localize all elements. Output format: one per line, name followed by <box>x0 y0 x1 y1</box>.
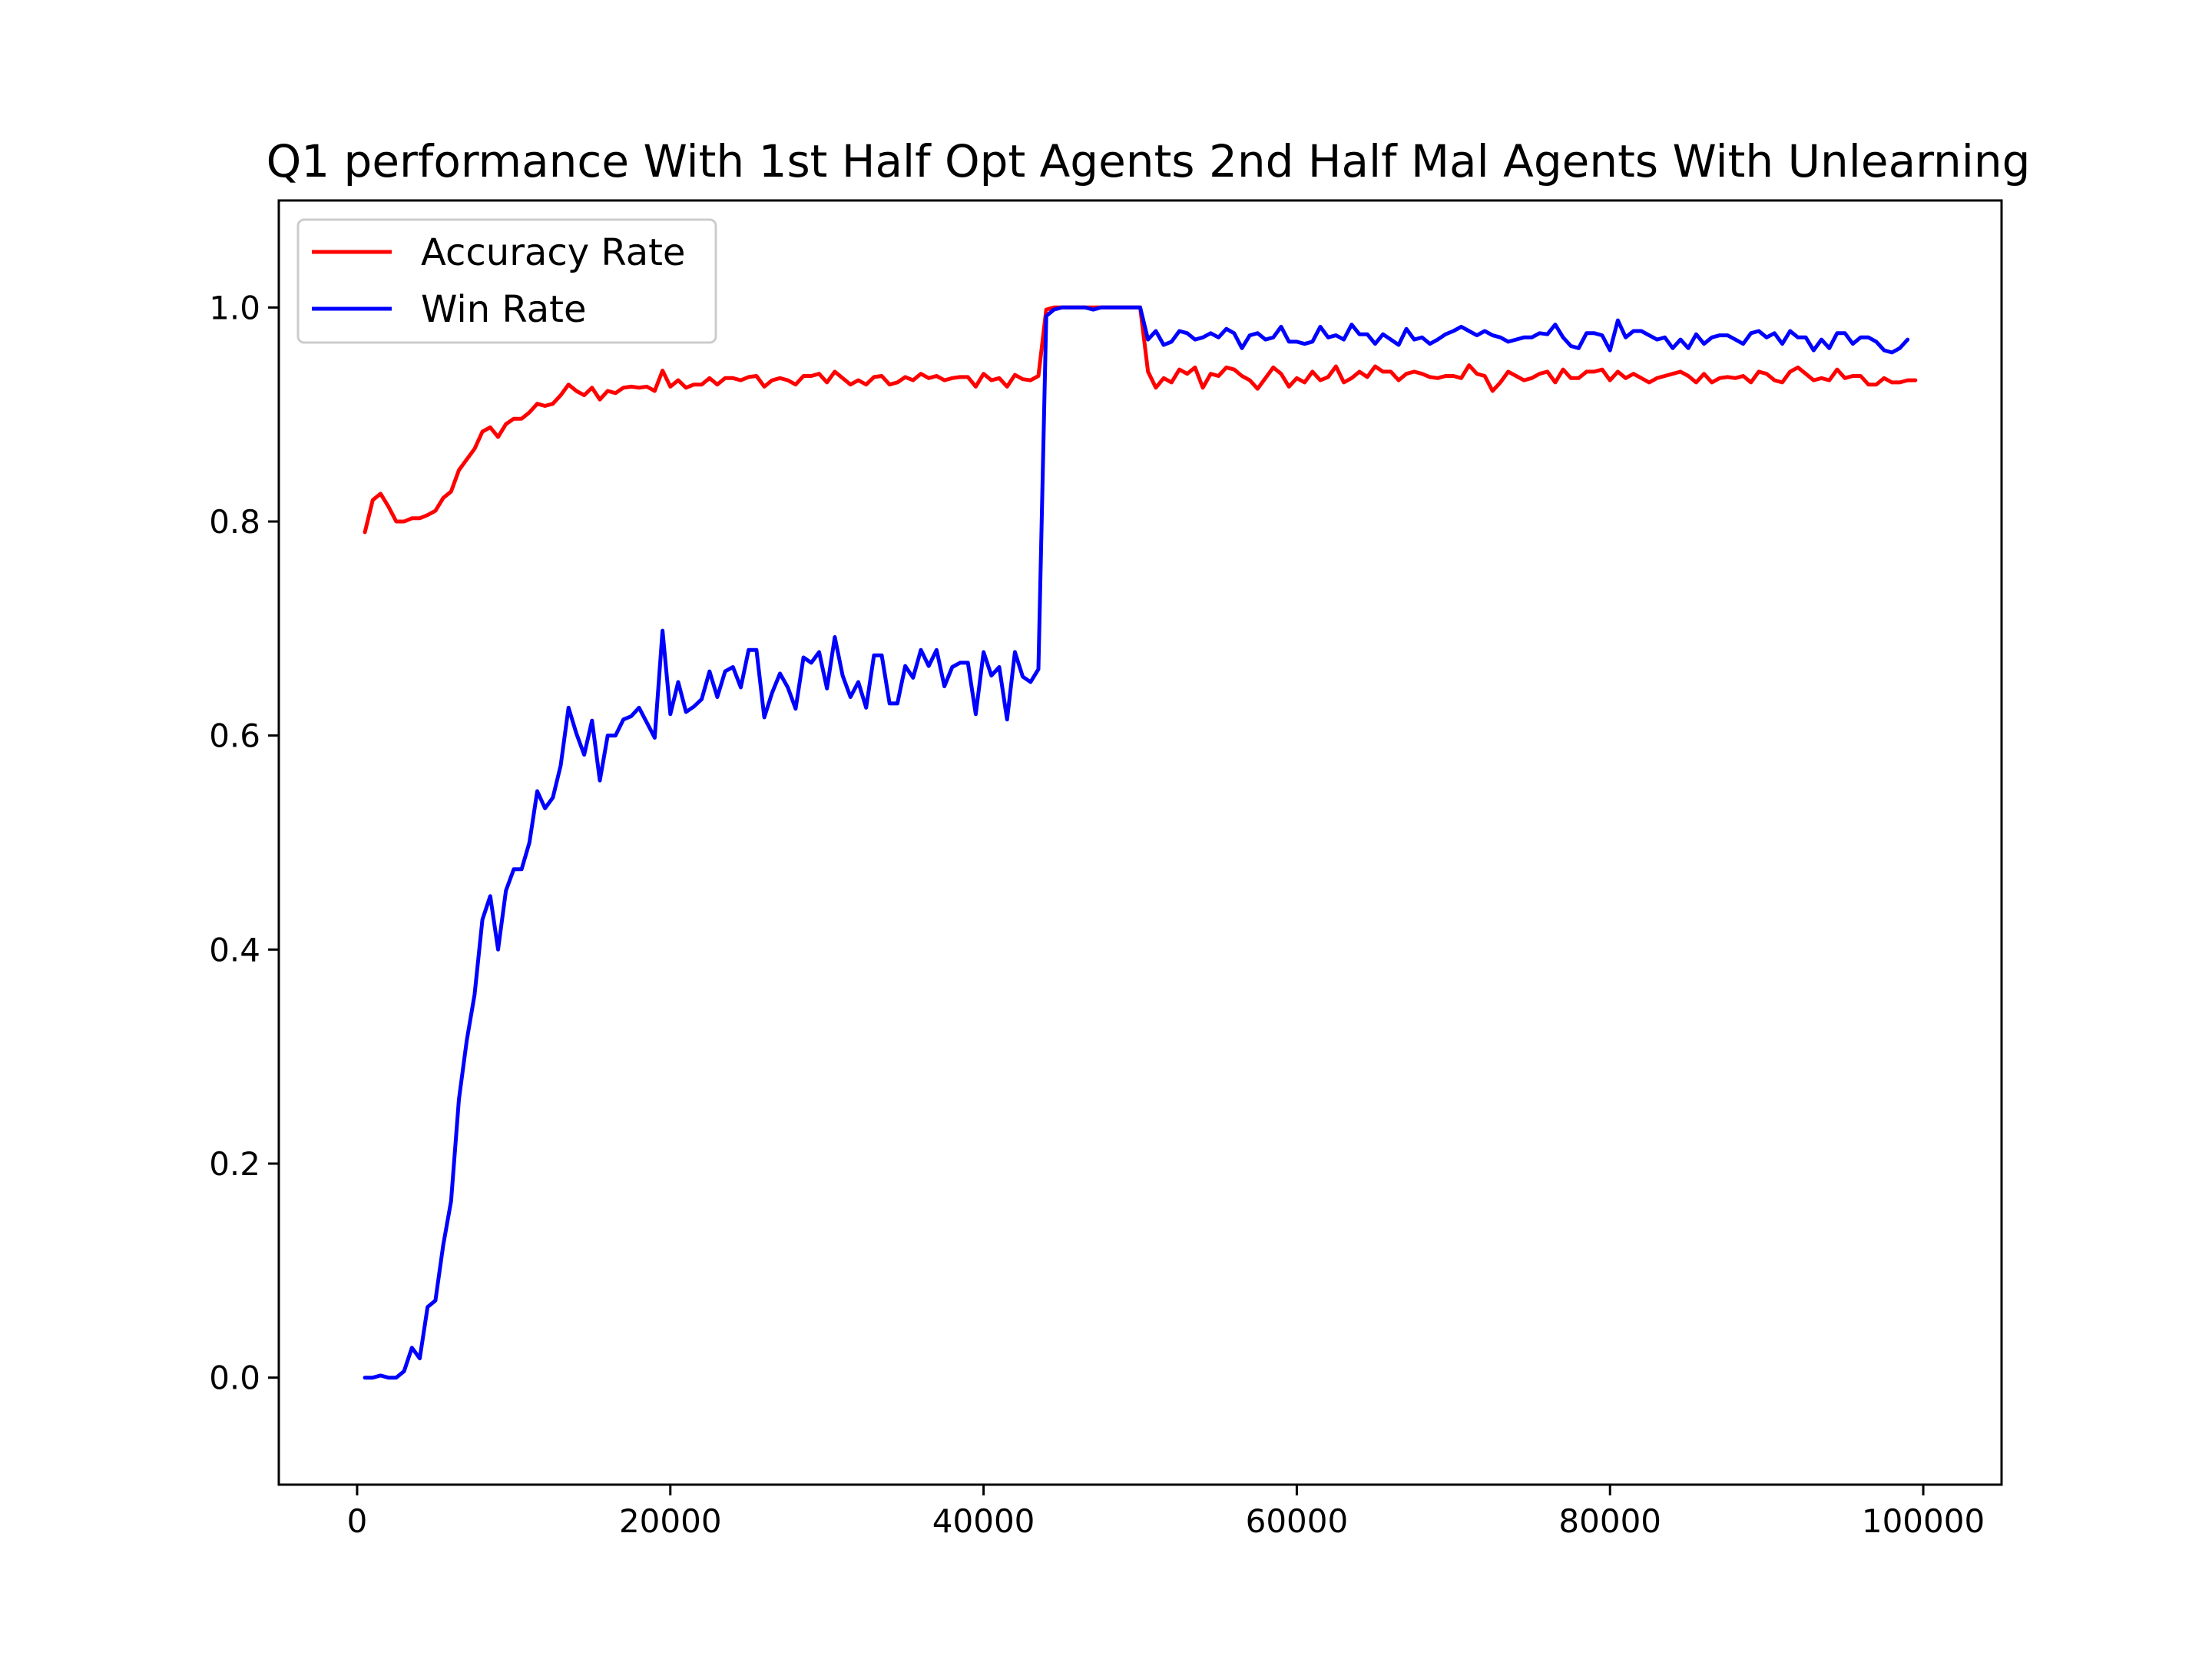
series-layer <box>363 305 1918 1380</box>
series-line-win-rate <box>363 305 1910 1380</box>
x-tick-label: 20000 <box>619 1502 722 1540</box>
x-tick-label: 0 <box>347 1502 368 1540</box>
plot-area-frame <box>277 199 2003 1486</box>
chart-title: Q1 performance With 1st Half Opt Agents … <box>267 135 2031 187</box>
y-tick-label: 0.6 <box>209 717 260 755</box>
x-axis: 0 20000 40000 60000 80000 100000 <box>347 1485 1985 1540</box>
x-tick-label: 80000 <box>1558 1502 1661 1540</box>
legend-box <box>296 218 717 344</box>
y-tick-label: 0.8 <box>209 503 260 541</box>
y-tick-label: 0.2 <box>209 1145 260 1183</box>
x-tick-label: 40000 <box>932 1502 1035 1540</box>
y-axis: 0.0 0.2 0.4 0.6 0.8 1.0 <box>209 289 279 1397</box>
x-tick-label: 100000 <box>1862 1502 1985 1540</box>
x-tick-label: 60000 <box>1246 1502 1349 1540</box>
y-tick-label: 0.0 <box>209 1359 260 1397</box>
legend: Accuracy Rate Win Rate <box>296 218 717 344</box>
legend-label: Accuracy Rate <box>421 231 685 274</box>
y-tick-label: 0.4 <box>209 931 260 969</box>
legend-label: Win Rate <box>421 288 586 331</box>
y-tick-label: 1.0 <box>209 289 260 326</box>
